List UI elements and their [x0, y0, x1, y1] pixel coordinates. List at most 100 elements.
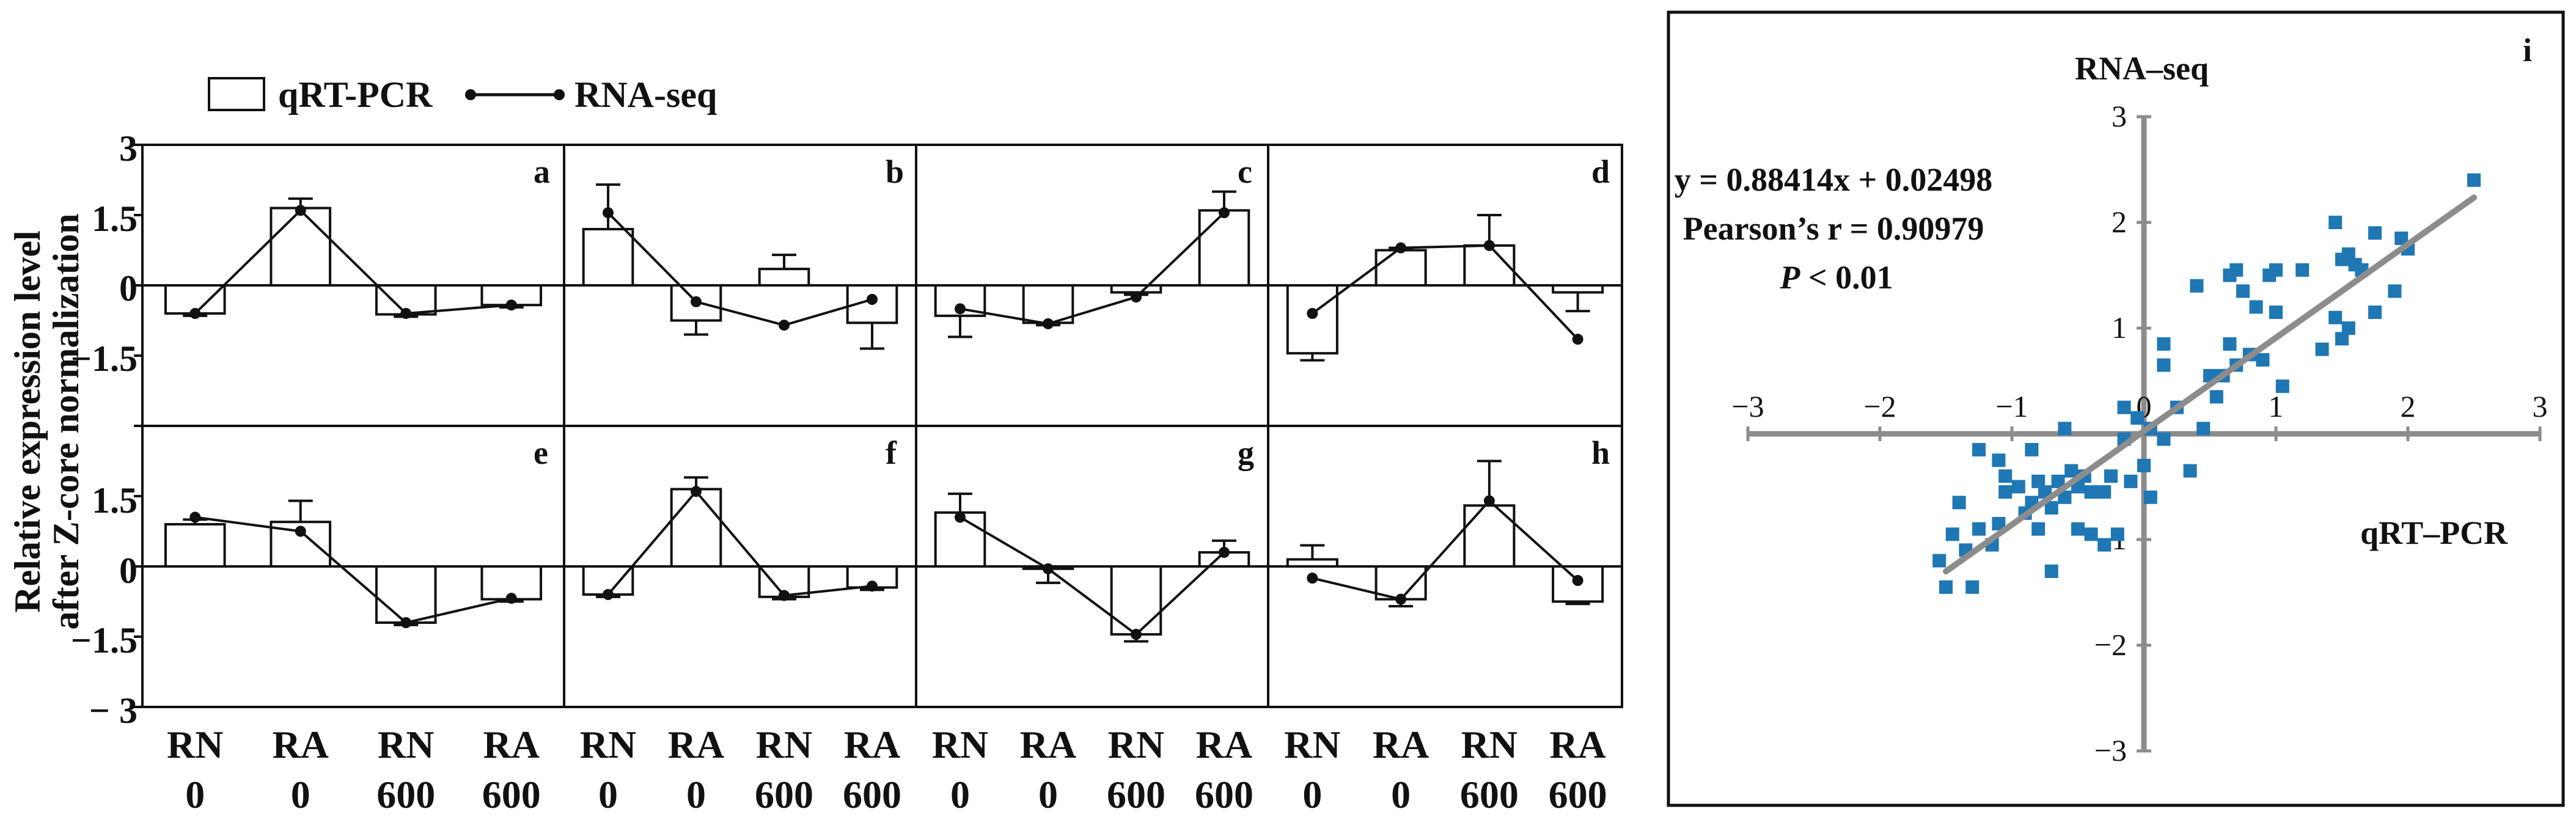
y-ticks-top-row: 3 1.5 0 −1.5: [71, 128, 138, 379]
scatter-point: [2110, 527, 2124, 541]
rna-seq-point: [505, 593, 517, 604]
x-category-sublabel: 600: [1549, 773, 1607, 816]
scatter-point: [1965, 580, 1980, 594]
scatter-point: [2157, 432, 2171, 446]
rna-seq-point: [295, 205, 306, 216]
scatter-point: [1952, 496, 1966, 510]
p-value-rest: < 0.01: [1800, 259, 1893, 296]
x-category-label: RA: [844, 723, 900, 766]
scatter-point: [1998, 485, 2013, 499]
rna-seq-point: [1307, 308, 1318, 319]
rna-seq-point: [1572, 575, 1583, 586]
rna-seq-point: [1483, 495, 1495, 507]
scatter-y-tick-label: −2: [2094, 628, 2127, 662]
panel-letter-g: g: [1238, 434, 1254, 471]
x-category-sublabel: 600: [755, 773, 813, 816]
scatter-point: [2071, 522, 2085, 536]
scatter-point: [1939, 580, 1953, 594]
scatter-point: [2064, 464, 2079, 478]
scatter-point: [1992, 517, 2006, 531]
x-category-label: RA: [1549, 723, 1605, 766]
scatter-x-axis-title: qRT–PCR: [2360, 514, 2508, 551]
x-category-sublabel: 0: [1302, 773, 1322, 816]
x-category-label: RN: [378, 723, 434, 766]
y-tick-label: −1.5: [71, 339, 138, 379]
qrt-pcr-bar: [1022, 284, 1074, 324]
x-category-label: RA: [1196, 723, 1252, 766]
rna-seq-point: [1131, 629, 1142, 640]
x-category-label: RN: [167, 723, 223, 766]
scatter-point: [2084, 485, 2098, 499]
y-ticks-bottom-row: 1.5 0 −1.5 − 3: [71, 480, 138, 731]
x-category-sublabel: 0: [598, 773, 618, 816]
scatter-point: [2256, 353, 2270, 367]
regression-line: [1943, 194, 2477, 575]
scatter-point: [2223, 337, 2237, 351]
scatter-point: [2011, 480, 2025, 494]
scatter-x-tick-label: 1: [2269, 389, 2284, 423]
rna-seq-point: [955, 511, 966, 523]
scatter-frame: [1667, 10, 2565, 807]
scatter-point: [2190, 279, 2204, 293]
rna-seq-line: [1312, 244, 1579, 340]
scatter-point: [2388, 284, 2402, 298]
y-tick-label: 0: [119, 268, 138, 309]
y-tick-label: 1.5: [92, 199, 138, 239]
scatter-point: [2143, 490, 2157, 504]
scatter-y-axis-title: RNA–seq: [2075, 50, 2209, 87]
rna-seq-line: [960, 211, 1225, 325]
legend-line-marker-left: [465, 89, 476, 100]
scatter-x-tick-label: 2: [2401, 389, 2416, 423]
scatter-point: [2051, 474, 2065, 488]
y-tick-label: −1.5: [71, 620, 138, 661]
x-category-label: RN: [1284, 723, 1340, 766]
panel-letter-a: a: [534, 153, 550, 190]
x-category-label: RN: [932, 723, 988, 766]
scatter-point: [2368, 226, 2382, 240]
x-category-sublabel: 0: [1038, 773, 1058, 816]
scatter-x-tick-label: 3: [2533, 389, 2548, 423]
rna-seq-point: [603, 207, 614, 219]
rna-seq-point: [691, 486, 702, 497]
rna-seq-point: [1131, 291, 1142, 303]
scatter-panel: i RNA–seq qRT–PCR y = 0.88414x + 0.02498…: [1667, 10, 2565, 807]
scatter-point: [2183, 464, 2197, 478]
qrt-pcr-bar: [270, 207, 332, 287]
rna-seq-point: [1219, 207, 1230, 219]
pearson-coefficient: Pearson’s r = 0.90979: [1683, 210, 1984, 247]
rna-seq-point: [189, 511, 201, 523]
scatter-point: [1972, 522, 1986, 536]
scatter-point: [2295, 263, 2310, 277]
scatter-point: [2084, 527, 2098, 541]
y-tick-label: − 3: [89, 690, 138, 731]
qrt-pcr-bar: [758, 268, 810, 287]
scatter-point: [2058, 422, 2072, 436]
scatter-point: [2467, 173, 2481, 187]
scatter-point: [1998, 469, 2013, 483]
panel-letter-b: b: [886, 153, 904, 190]
scatter-point: [2328, 310, 2343, 324]
rna-seq-point: [400, 617, 412, 628]
scatter-point: [2368, 306, 2382, 320]
x-category-label: RN: [1108, 723, 1164, 766]
x-category-label: RA: [668, 723, 724, 766]
x-category-sublabel: 600: [482, 773, 541, 816]
scatter-point: [2097, 485, 2112, 499]
rna-seq-line: [194, 208, 512, 315]
rna-seq-line: [194, 516, 512, 624]
x-category-label: RN: [1461, 723, 1517, 766]
qrt-pcr-bar: [1110, 565, 1162, 636]
scatter-point: [2025, 442, 2039, 456]
scatter-point: [2031, 474, 2046, 488]
y-tick-label: 0: [119, 551, 138, 591]
x-category-sublabel: 0: [185, 773, 205, 816]
rna-seq-point: [1307, 573, 1318, 584]
scatter-point: [2117, 400, 2131, 414]
rna-seq-point: [955, 303, 966, 315]
y-axis-title-line2: after Z-core normalization: [46, 214, 86, 630]
scatter-point: [2328, 216, 2343, 229]
y-tick-label: 1.5: [92, 480, 138, 521]
qrt-pcr-bar: [1110, 284, 1162, 294]
scatter-x-tick-label: −2: [1863, 389, 1896, 423]
legend-bar-label: qRT-PCR: [278, 75, 433, 115]
